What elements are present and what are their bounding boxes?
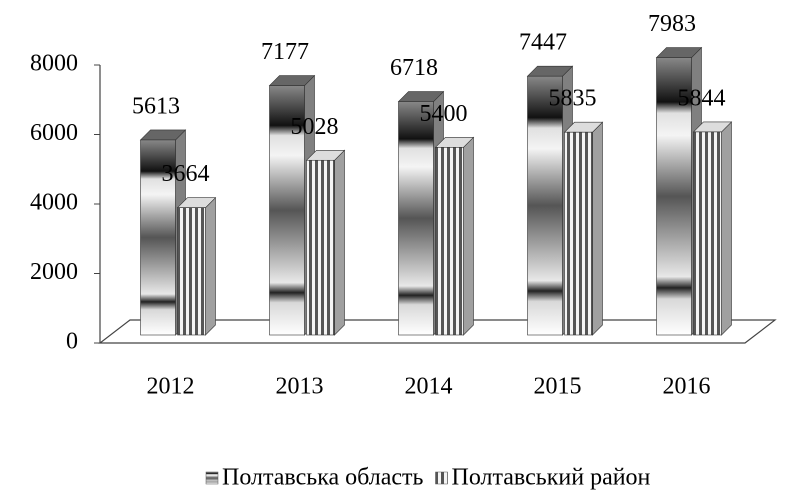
x-tick-label: 2013 (276, 374, 324, 400)
y-tick-label: 2000 (30, 259, 78, 285)
bar (306, 159, 335, 336)
value-label: 5835 (549, 86, 597, 112)
value-label: 5400 (420, 101, 468, 127)
bar (656, 57, 692, 336)
bar-side (721, 121, 732, 336)
y-tick-label: 4000 (30, 190, 78, 216)
x-tick-label: 2012 (147, 374, 195, 400)
bar (564, 131, 593, 336)
value-label: 3664 (162, 161, 210, 187)
bar (269, 85, 305, 336)
value-label: 5613 (132, 93, 180, 119)
legend-swatch (205, 471, 219, 485)
legend-swatch (435, 471, 448, 485)
bar (140, 139, 176, 336)
bar (693, 131, 722, 336)
y-tick-label: 0 (66, 329, 78, 355)
value-label: 6718 (390, 55, 438, 81)
bar-side (463, 136, 474, 336)
x-tick-label: 2015 (534, 374, 582, 400)
value-label: 7983 (648, 11, 696, 37)
bar-side (334, 149, 345, 336)
bar (398, 101, 434, 336)
value-label: 7447 (519, 30, 567, 56)
x-tick-label: 2014 (405, 374, 453, 400)
bar (177, 207, 206, 336)
value-label: 5028 (291, 114, 339, 140)
x-tick-label: 2016 (663, 374, 711, 400)
legend-label: Полтавська область (222, 465, 424, 491)
value-label: 5844 (678, 85, 726, 111)
bar (527, 75, 563, 336)
legend: Полтавська область Полтавський район (205, 465, 651, 491)
legend-label: Полтавський район (452, 465, 651, 491)
bar-side (205, 196, 216, 336)
bar-side (592, 121, 603, 336)
y-tick-label: 8000 (30, 51, 78, 77)
bar (435, 147, 464, 336)
value-label: 7177 (261, 39, 309, 65)
y-tick-label: 6000 (30, 120, 78, 146)
